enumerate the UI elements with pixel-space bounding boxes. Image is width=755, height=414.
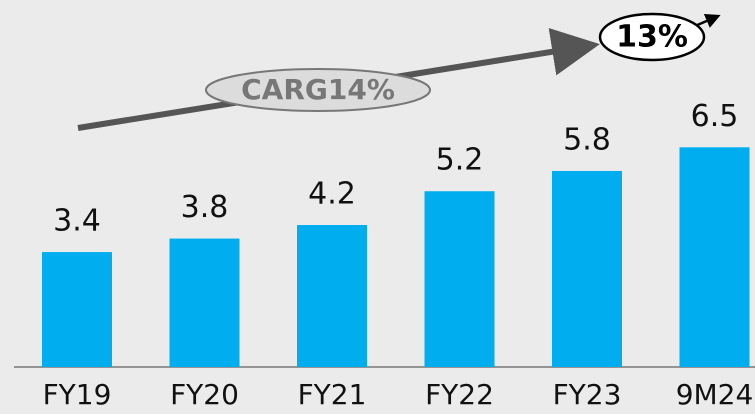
growth-ellipse: [598, 12, 706, 62]
bar: [424, 191, 495, 367]
bar: [679, 147, 750, 367]
value-label: 3.4: [53, 204, 101, 239]
bar: [297, 225, 367, 367]
growth-label: 13%: [616, 20, 688, 55]
trend-arrow-tip: [694, 14, 721, 28]
x-tick-label: FY20: [170, 378, 239, 411]
value-label: 4.2: [308, 177, 356, 212]
x-tick-label: FY22: [425, 378, 494, 411]
value-label: 6.5: [691, 99, 739, 134]
value-label: 5.2: [436, 143, 484, 178]
cagr-label: CARG14%: [241, 73, 395, 106]
value-label: 3.8: [181, 190, 229, 225]
x-tick-label: 9M24: [676, 378, 754, 411]
bar: [169, 238, 240, 367]
bar: [552, 170, 622, 367]
x-tick-label: FY21: [298, 378, 367, 411]
x-tick-label: FY19: [43, 378, 112, 411]
x-tick-label: FY23: [553, 378, 622, 411]
value-label: 5.8: [563, 122, 611, 157]
bar: [42, 252, 112, 367]
cagr-ellipse: [205, 68, 431, 112]
